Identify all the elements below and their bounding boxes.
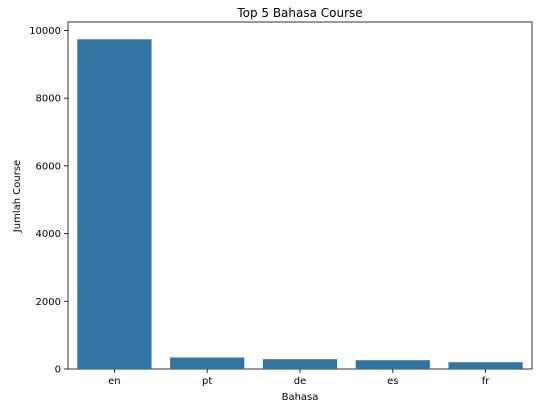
bar-pt <box>170 357 244 369</box>
y-tick-label-0: 0 <box>55 365 61 376</box>
y-tick-label-8000: 8000 <box>36 94 61 105</box>
bar-fr <box>448 362 522 369</box>
x-tick-label-de: de <box>294 376 307 387</box>
y-tick-label-6000: 6000 <box>36 161 61 172</box>
x-tick-label-pt: pt <box>202 376 212 387</box>
y-tick-label-2000: 2000 <box>36 297 61 308</box>
bar-es <box>356 360 430 369</box>
x-tick-label-es: es <box>387 376 398 387</box>
bar-de <box>263 359 337 369</box>
y-tick-label-10000: 10000 <box>29 26 61 37</box>
x-axis-label: Bahasa <box>282 392 319 403</box>
y-axis-ticks: 0 2000 4000 6000 8000 10000 <box>29 26 68 376</box>
bars-group <box>77 39 522 369</box>
x-axis-ticks: en pt de es fr <box>108 369 490 387</box>
x-tick-label-en: en <box>108 376 121 387</box>
bar-en <box>77 39 151 369</box>
x-tick-label-fr: fr <box>482 376 491 387</box>
y-tick-label-4000: 4000 <box>36 229 61 240</box>
chart-title: Top 5 Bahasa Course <box>236 6 362 20</box>
y-axis-label: Jumlah Course <box>12 160 23 233</box>
